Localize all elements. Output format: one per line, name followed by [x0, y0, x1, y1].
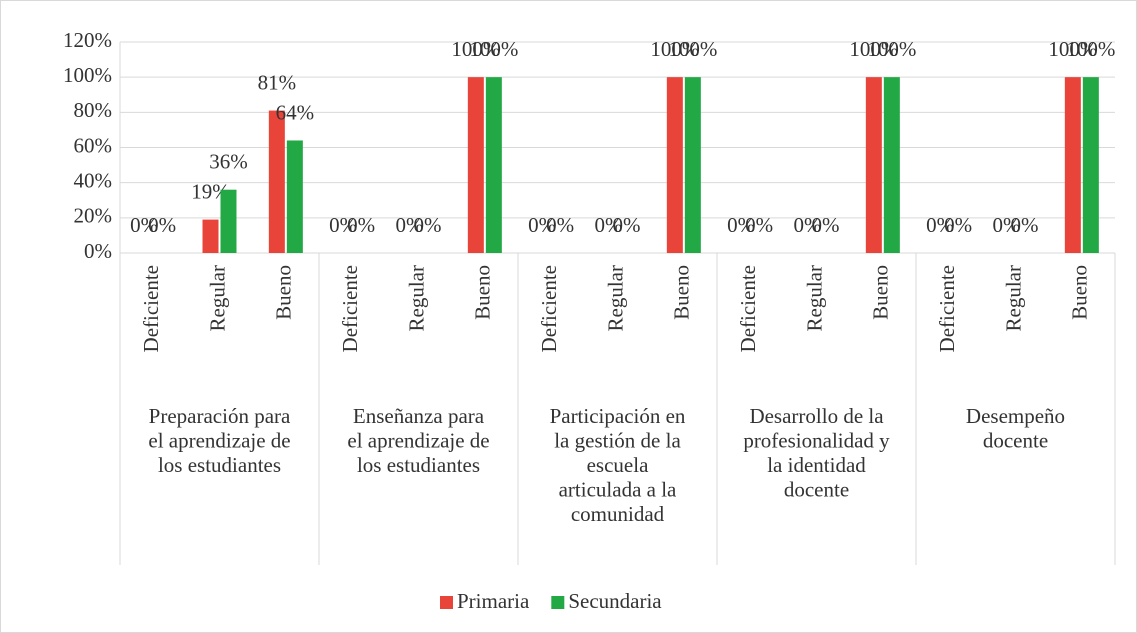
group-label: los estudiantes — [158, 453, 281, 477]
x-tick-label: Bueno — [1068, 265, 1092, 320]
group-label: articulada a la — [559, 477, 677, 501]
data-label: 0% — [944, 213, 972, 237]
x-tick-label: Bueno — [869, 265, 893, 320]
x-tick-label: Deficiente — [935, 265, 959, 352]
bar — [467, 77, 484, 254]
x-tick-label: Deficiente — [736, 265, 760, 352]
legend-swatch — [551, 596, 565, 609]
group-label: la identidad — [767, 453, 866, 477]
y-tick-label: 80% — [74, 98, 113, 122]
bar — [666, 77, 683, 254]
y-tick-label: 120% — [63, 28, 112, 52]
data-label: 0% — [1011, 213, 1039, 237]
x-tick-label: Regular — [603, 265, 627, 331]
y-tick-label: 100% — [63, 63, 112, 87]
data-label: 64% — [276, 100, 315, 124]
x-tick-label: Bueno — [471, 265, 495, 320]
y-tick-label: 20% — [74, 204, 113, 228]
x-tick-label: Deficiente — [139, 265, 163, 352]
bar — [1082, 77, 1099, 254]
group-label: Desarrollo de la — [749, 404, 884, 428]
y-tick-label: 0% — [84, 239, 112, 263]
data-label: 100% — [451, 37, 500, 61]
data-label: 0% — [130, 213, 158, 237]
group-label: Desempeño — [966, 404, 1065, 428]
data-label: 0% — [347, 213, 375, 237]
group-label: el aprendizaje de — [347, 428, 489, 452]
bar — [202, 219, 219, 253]
data-label: 0% — [993, 213, 1021, 237]
data-label: 0% — [595, 213, 623, 237]
data-label: 0% — [745, 213, 773, 237]
data-label: 0% — [396, 213, 424, 237]
bar — [883, 77, 900, 254]
data-label: 0% — [329, 213, 357, 237]
data-label: 100% — [1066, 37, 1115, 61]
x-tick-label: Deficiente — [338, 265, 362, 352]
bar — [268, 110, 285, 253]
group-label: escuela — [587, 453, 649, 477]
data-label: 0% — [528, 213, 556, 237]
bar — [865, 77, 882, 254]
bar — [220, 189, 237, 253]
group-label: comunidad — [571, 502, 665, 526]
data-label: 100% — [1048, 37, 1097, 61]
data-label: 81% — [258, 70, 297, 94]
bar — [684, 77, 701, 254]
y-tick-label: 60% — [74, 133, 113, 157]
group-label: docente — [784, 477, 849, 501]
group-label: Participación en — [550, 404, 686, 428]
y-tick-label: 40% — [74, 168, 113, 192]
x-tick-label: Bueno — [272, 265, 296, 320]
data-label: 0% — [613, 213, 641, 237]
legend-label: Secundaria — [568, 589, 662, 613]
bar — [485, 77, 502, 254]
x-tick-label: Deficiente — [537, 265, 561, 352]
data-label: 0% — [794, 213, 822, 237]
bar — [286, 140, 303, 253]
data-label: 100% — [650, 37, 699, 61]
x-tick-label: Regular — [1001, 265, 1025, 331]
x-tick-label: Regular — [404, 265, 428, 331]
bar — [1064, 77, 1081, 254]
group-label: el aprendizaje de — [148, 428, 290, 452]
data-label: 0% — [926, 213, 954, 237]
data-label: 100% — [469, 37, 518, 61]
x-tick-label: Regular — [205, 265, 229, 331]
group-label: docente — [983, 428, 1048, 452]
data-label: 0% — [727, 213, 755, 237]
group-label: Preparación para — [149, 404, 291, 428]
data-label: 0% — [546, 213, 574, 237]
legend-swatch — [440, 596, 453, 609]
data-label: 100% — [668, 37, 717, 61]
x-tick-label: Bueno — [670, 265, 694, 320]
group-label: profesionalidad y — [743, 428, 890, 452]
x-tick-label: Regular — [802, 265, 826, 331]
data-label: 36% — [209, 150, 248, 174]
legend-label: Primaria — [457, 589, 530, 613]
group-label: la gestión de la — [554, 428, 681, 452]
data-label: 0% — [148, 213, 176, 237]
data-label: 0% — [414, 213, 442, 237]
group-label: Enseñanza para — [353, 404, 485, 428]
data-label: 100% — [867, 37, 916, 61]
group-label: los estudiantes — [357, 453, 480, 477]
data-label: 100% — [849, 37, 898, 61]
data-label: 0% — [812, 213, 840, 237]
